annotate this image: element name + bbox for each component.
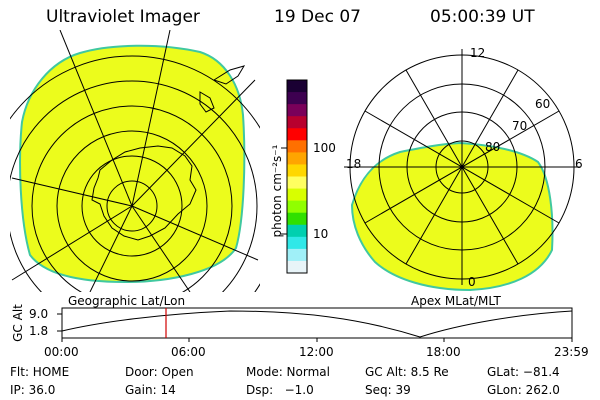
status-gcalt: GC Alt: 8.5 Re — [365, 365, 449, 379]
colorbar — [287, 80, 307, 274]
colorbar-segment — [287, 140, 307, 153]
status-seq: Seq: 39 — [365, 383, 411, 397]
lat-circles-left — [10, 55, 260, 292]
colorbar-segment — [287, 104, 307, 117]
altitude-xtick-0600: 06:00 — [171, 345, 206, 359]
status-mode: Mode: Normal — [246, 365, 330, 379]
mlt-label-12: 12 — [470, 46, 486, 60]
colorbar-segment — [287, 80, 307, 93]
status-glat: GLat: −81.4 — [487, 365, 560, 379]
altitude-ytick-9: 9.0 — [29, 307, 49, 321]
altitude-xtick-1800: 18:00 — [426, 345, 461, 359]
colorbar-tick-label-10: 10 — [313, 227, 329, 241]
mlat-label-70: 70 — [512, 119, 528, 133]
time-label: 05:00:39 UT — [430, 7, 535, 27]
left-panel-caption: Geographic Lat/Lon — [68, 294, 186, 308]
mlt-label-0: 0 — [468, 275, 476, 289]
mlat-label-80: 80 — [485, 140, 501, 154]
status-dsp: Dsp: −1.0 — [246, 383, 314, 397]
colorbar-segment — [287, 248, 307, 262]
mlt-label-18: 18 — [346, 157, 362, 171]
aurora-image-right — [350, 141, 554, 292]
aurora-image-left — [19, 44, 246, 284]
mlat-mlt-plot — [344, 49, 580, 292]
coastline — [91, 65, 246, 241]
colorbar-segment — [287, 116, 307, 129]
meridians-left — [11, 30, 259, 292]
colorbar-tick-label-100: 100 — [313, 141, 336, 155]
altitude-xtick-1200: 12:00 — [299, 345, 334, 359]
status-ip: IP: 36.0 — [10, 383, 56, 397]
status-flt: Flt: HOME — [10, 365, 70, 379]
app-title: Ultraviolet Imager — [46, 7, 200, 27]
colorbar-segment — [287, 176, 307, 190]
mlt-label-6: 6 — [575, 157, 583, 171]
altitude-xtick-0000: 00:00 — [44, 345, 79, 359]
status-gain: Gain: 14 — [125, 383, 176, 397]
colorbar-segment — [287, 92, 307, 105]
colorbar-segment — [287, 212, 307, 226]
colorbar-segment — [287, 152, 307, 165]
altitude-ytick-1.8: 1.8 — [29, 324, 49, 338]
altitude-curve — [61, 310, 573, 338]
colorbar-frame — [286, 79, 308, 274]
colorbar-unit-label: photon cm⁻²s⁻¹ — [270, 144, 284, 238]
geographic-map — [10, 30, 260, 292]
altitude-xtick-2359: 23:59 — [554, 345, 589, 359]
altitude-plot — [57, 307, 573, 342]
status-glon: GLon: 262.0 — [487, 383, 560, 397]
right-panel-caption: Apex MLat/MLT — [411, 294, 501, 308]
colorbar-segment — [287, 200, 307, 214]
colorbar-segment — [287, 260, 307, 274]
altitude-ylabel: GC Alt — [11, 304, 25, 342]
date-label: 19 Dec 07 — [274, 7, 361, 27]
mlat-label-60: 60 — [535, 97, 551, 111]
status-door: Door: Open — [125, 365, 194, 379]
colorbar-segment — [287, 236, 307, 250]
colorbar-segment — [287, 164, 307, 177]
colorbar-segment — [287, 188, 307, 202]
colorbar-segment — [287, 224, 307, 238]
colorbar-segment — [287, 128, 307, 141]
